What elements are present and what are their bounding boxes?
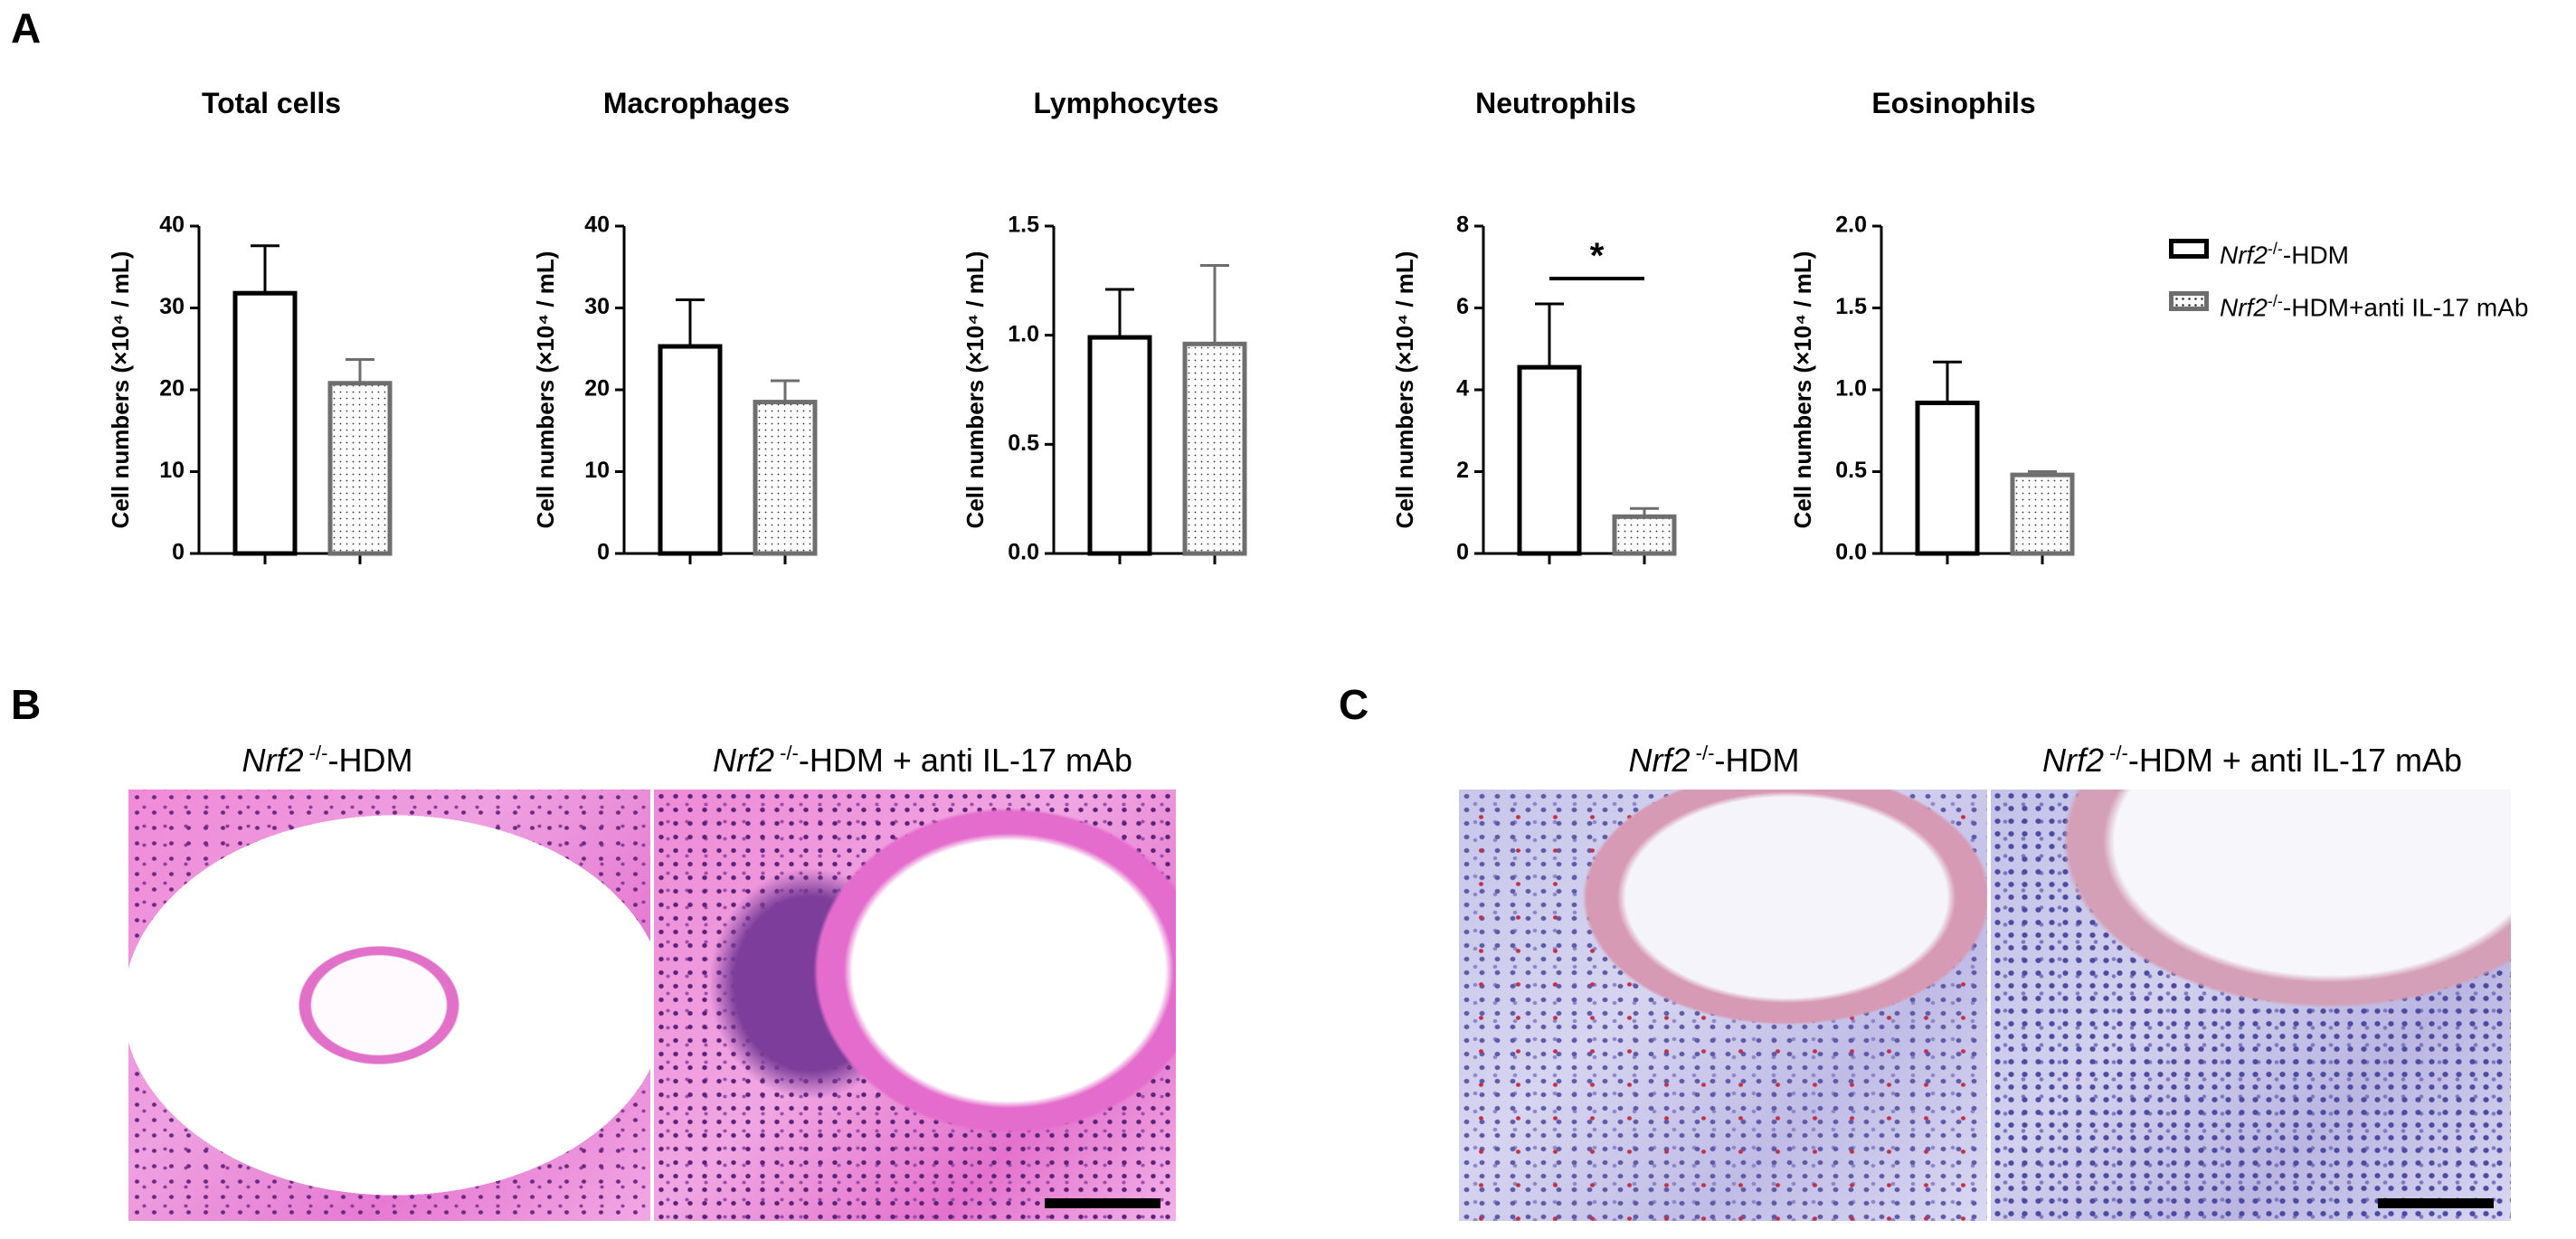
y-tick-label: 0.5: [1835, 458, 1867, 483]
y-axis-title: Cell numbers (×10⁴ / mL): [532, 251, 559, 529]
chart-lymphocytes: Lymphocytes Cell numbers (×10⁴ / mL) 0.0 0.…: [961, 87, 1247, 565]
scale-bar-b: [1045, 1198, 1160, 1208]
legend: Nrf2-/--HDM Nrf2-/--HDM+anti IL-17 mAb: [2169, 233, 2576, 338]
y-tick-label: 1.0: [1835, 376, 1867, 402]
bar: [232, 290, 298, 556]
chart-title: Total cells: [202, 87, 341, 119]
legend-item-hdm: Nrf2-/--HDM: [2169, 233, 2576, 270]
y-tick-label: 10: [159, 458, 185, 483]
micrograph-he-hdm-anti-il17: [654, 790, 1176, 1221]
caption-c-right: Nrf2 -/--HDM + anti IL-17 mAb: [2041, 742, 2463, 779]
y-axis-title: Cell numbers (×10⁴ / mL): [1789, 251, 1816, 529]
panel-label-c: C: [1339, 681, 1369, 728]
bar: [327, 381, 393, 556]
chart-title: Eosinophils: [1871, 87, 2035, 119]
chart-total-cells: Total cells Cell numbers (×10⁴ / mL) 0 10 20…: [107, 87, 393, 565]
y-tick-label: 1.5: [1835, 294, 1867, 319]
y-tick-label: 2: [1456, 458, 1469, 483]
chart-title: Lymphocytes: [1033, 87, 1218, 119]
y-tick-label: 30: [584, 294, 610, 319]
significance-marker: *: [1590, 236, 1605, 276]
chart-title: Macrophages: [603, 87, 790, 119]
caption-b-left: Nrf2 -/--HDM: [242, 742, 413, 779]
caption-c-left: Nrf2 -/--HDM: [1628, 742, 1800, 779]
y-tick-label: 2.0: [1835, 213, 1867, 238]
y-tick-label: 1.5: [1008, 213, 1039, 238]
bar: [1182, 341, 1247, 556]
micrograph-stain-hdm-anti-il17: [1991, 790, 2511, 1221]
panel-label-b: B: [11, 681, 42, 728]
y-tick-label: 6: [1456, 294, 1469, 319]
y-tick-label: 0.5: [1008, 430, 1039, 456]
y-tick-label: 20: [584, 376, 610, 402]
y-tick-label: 8: [1456, 213, 1469, 238]
bar: [1612, 514, 1677, 556]
bar: [1087, 335, 1152, 556]
y-tick-label: 0.0: [1835, 540, 1867, 565]
chart-macrophages: Macrophages Cell numbers (×10⁴ / mL) 0 10 20…: [532, 87, 818, 565]
bar: [1517, 364, 1582, 556]
y-tick-label: 4: [1456, 376, 1469, 402]
bar: [2010, 472, 2075, 556]
y-axis-title: Cell numbers (×10⁴ / mL): [1391, 251, 1418, 529]
y-tick-label: 0.0: [1008, 540, 1039, 565]
legend-label: Nrf2-/--HDM+anti IL-17 mAb: [2220, 292, 2529, 322]
caption-b-right: Nrf2 -/--HDM + anti IL-17 mAb: [712, 742, 1133, 779]
y-tick-label: 20: [159, 376, 185, 402]
y-tick-label: 0: [597, 540, 610, 565]
chart-title: Neutrophils: [1475, 87, 1636, 119]
y-axis-title: Cell numbers (×10⁴ / mL): [107, 251, 134, 529]
y-axis-title: Cell numbers (×10⁴ / mL): [961, 251, 989, 529]
bar: [1915, 400, 1980, 556]
legend-label: Nrf2-/--HDM: [2220, 240, 2349, 270]
y-tick-label: 0: [172, 540, 185, 565]
bar: [753, 400, 818, 556]
micrograph-he-hdm: [128, 790, 650, 1221]
legend-swatch-open: [2169, 239, 2209, 259]
legend-item-hdm-anti-il17: Nrf2-/--HDM+anti IL-17 mAb: [2169, 286, 2576, 322]
bar: [658, 344, 723, 556]
chart-eosinophils: Eosinophils Cell numbers (×10⁴ / mL) 0.0 0.…: [1789, 87, 2075, 565]
legend-swatch-dotted: [2169, 291, 2209, 311]
scale-bar-c: [2378, 1198, 2494, 1208]
y-tick-label: 40: [584, 213, 610, 238]
panel-label-a: A: [11, 5, 42, 52]
y-tick-label: 10: [584, 458, 610, 483]
y-tick-label: 0: [1456, 540, 1469, 565]
chart-neutrophils: Neutrophils Cell numbers (×10⁴ / mL) 0 2 4 6 8…: [1391, 87, 1677, 565]
y-tick-label: 1.0: [1008, 321, 1039, 346]
y-tick-label: 40: [159, 213, 185, 238]
micrograph-stain-hdm: [1459, 790, 1987, 1221]
y-tick-label: 30: [159, 294, 185, 319]
